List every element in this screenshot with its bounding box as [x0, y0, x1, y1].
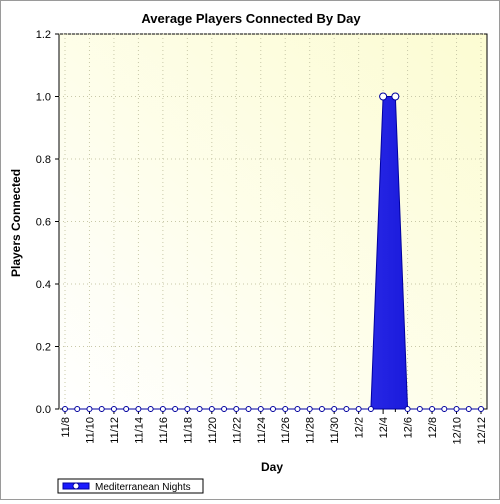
data-point	[62, 406, 68, 412]
data-point	[355, 406, 362, 412]
data-point	[123, 406, 130, 412]
legend-box	[57, 478, 204, 494]
x-tick-label: 11/28	[305, 417, 317, 444]
data-point	[282, 406, 289, 412]
x-tick-label: 11/8	[60, 417, 72, 438]
data-point	[404, 406, 411, 412]
x-tick-label: 11/24	[256, 417, 268, 444]
data-point	[416, 406, 423, 412]
data-point	[110, 406, 117, 412]
data-point	[306, 406, 313, 412]
data-point	[367, 406, 374, 412]
data-point	[159, 406, 166, 412]
data-point	[429, 406, 436, 412]
data-point	[257, 406, 264, 412]
data-point	[465, 406, 472, 412]
legend-label: Mediterranean Nights	[95, 482, 191, 493]
y-tick-label: 0.0	[36, 404, 51, 416]
data-point	[379, 92, 388, 101]
x-tick-label: 11/10	[84, 417, 96, 444]
x-tick-label: 11/20	[207, 417, 219, 444]
x-tick-label: 12/10	[452, 417, 464, 445]
data-point	[331, 406, 338, 412]
x-tick-label: 11/12	[109, 417, 121, 444]
legend: Mediterranean Nights	[57, 478, 204, 494]
x-tick-label: 12/8	[427, 417, 439, 438]
data-point	[98, 406, 105, 412]
data-point	[74, 406, 81, 412]
data-point	[196, 406, 203, 412]
y-axis: 0.0 0.2 0.4 0.6 0.8 1.0 1.2	[36, 29, 59, 416]
series-markers	[62, 92, 484, 412]
data-point	[391, 92, 400, 101]
y-tick-label: 0.2	[36, 342, 51, 354]
data-point	[147, 406, 154, 412]
data-point	[184, 406, 191, 412]
y-tick-label: 1.0	[36, 92, 51, 104]
x-tick-label: 11/22	[231, 417, 243, 444]
data-point	[318, 406, 325, 412]
data-point	[233, 406, 240, 412]
y-tick-label: 0.8	[36, 154, 51, 166]
data-point	[221, 406, 228, 412]
data-point	[245, 406, 252, 412]
x-tick-label: 11/14	[133, 417, 145, 444]
data-point	[172, 406, 179, 412]
x-tick-label: 12/6	[403, 417, 415, 438]
data-point	[208, 406, 215, 412]
data-point	[294, 406, 301, 412]
x-tick-label: 12/4	[378, 417, 390, 438]
y-tick-label: 0.4	[36, 279, 51, 291]
x-axis: 11/8 11/10 11/12 11/14 11/16 11/18 11/20 11/22 1…	[60, 409, 488, 445]
data-point	[441, 406, 448, 412]
data-point	[135, 406, 142, 412]
x-tick-label: 11/16	[158, 417, 170, 444]
x-tick-label: 12/12	[476, 417, 488, 445]
data-point	[86, 406, 93, 412]
x-tick-label: 11/26	[280, 417, 292, 444]
chart-title: Average Players Connected By Day	[141, 11, 361, 26]
x-tick-label: 11/30	[329, 417, 341, 444]
data-point	[270, 406, 276, 412]
x-axis-title: Day	[261, 460, 283, 474]
data-point	[453, 406, 460, 412]
y-tick-label: 1.2	[36, 29, 51, 41]
data-point	[478, 406, 484, 412]
y-tick-label: 0.6	[36, 217, 51, 229]
legend-marker-icon	[72, 482, 80, 490]
data-point	[343, 406, 350, 412]
y-axis-title: Players Connected	[9, 169, 23, 277]
x-tick-label: 12/2	[354, 417, 366, 438]
x-tick-label: 11/18	[182, 417, 194, 444]
